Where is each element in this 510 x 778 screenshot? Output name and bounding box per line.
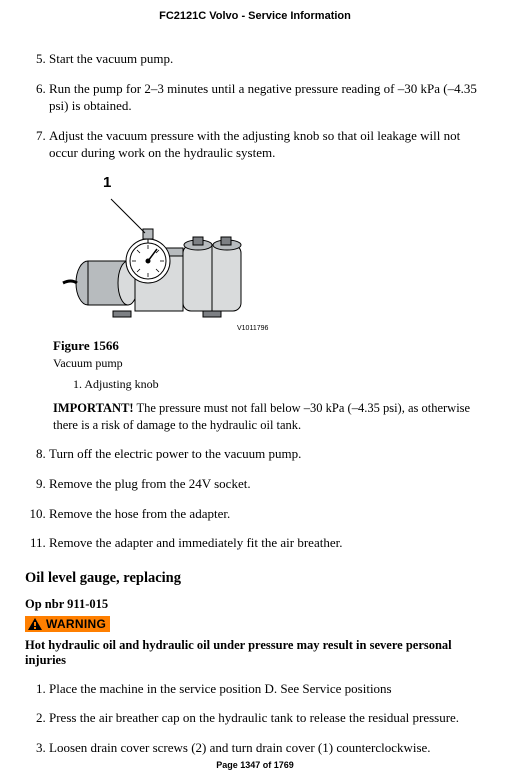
step-item: Remove the hose from the adapter. xyxy=(49,505,485,523)
step-list-c: Place the machine in the service positio… xyxy=(25,680,485,757)
important-note: IMPORTANT! The pressure must not fall be… xyxy=(53,400,485,434)
step-item: Place the machine in the service positio… xyxy=(49,680,485,698)
step-item: Remove the adapter and immediately fit t… xyxy=(49,534,485,552)
figure-caption: Vacuum pump xyxy=(53,356,485,371)
figure-id: V1011796 xyxy=(237,325,485,332)
step-item: Adjust the vacuum pressure with the adju… xyxy=(49,127,485,162)
step-item: Loosen drain cover screws (2) and turn d… xyxy=(49,739,485,757)
figure-block: 1 xyxy=(53,174,485,332)
step-item: Press the air breather cap on the hydrau… xyxy=(49,709,485,727)
warning-badge: WARNING xyxy=(25,616,110,632)
figure-legend: 1. Adjusting knob xyxy=(73,377,485,392)
figure-callout-label: 1 xyxy=(103,174,485,191)
step-list-a: Start the vacuum pump. Run the pump for … xyxy=(25,50,485,162)
section-heading: Oil level gauge, replacing xyxy=(25,570,485,587)
step-item: Run the pump for 2–3 minutes until a neg… xyxy=(49,80,485,115)
step-item: Turn off the electric power to the vacuu… xyxy=(49,445,485,463)
step-item: Start the vacuum pump. xyxy=(49,50,485,68)
vacuum-pump-illustration xyxy=(53,193,263,323)
warning-statement: Hot hydraulic oil and hydraulic oil unde… xyxy=(25,638,485,668)
step-list-b: Turn off the electric power to the vacuu… xyxy=(25,445,485,551)
page-footer: Page 1347 of 1769 xyxy=(0,760,510,770)
page-container: FC2121C Volvo - Service Information Star… xyxy=(0,0,510,778)
operation-number: Op nbr 911-015 xyxy=(25,597,485,612)
figure-title: Figure 1566 xyxy=(53,338,485,354)
page-header: FC2121C Volvo - Service Information xyxy=(25,10,485,22)
warning-triangle-icon xyxy=(27,617,43,631)
step-item: Remove the plug from the 24V socket. xyxy=(49,475,485,493)
warning-label: WARNING xyxy=(46,617,106,631)
important-label: IMPORTANT! xyxy=(53,401,134,415)
